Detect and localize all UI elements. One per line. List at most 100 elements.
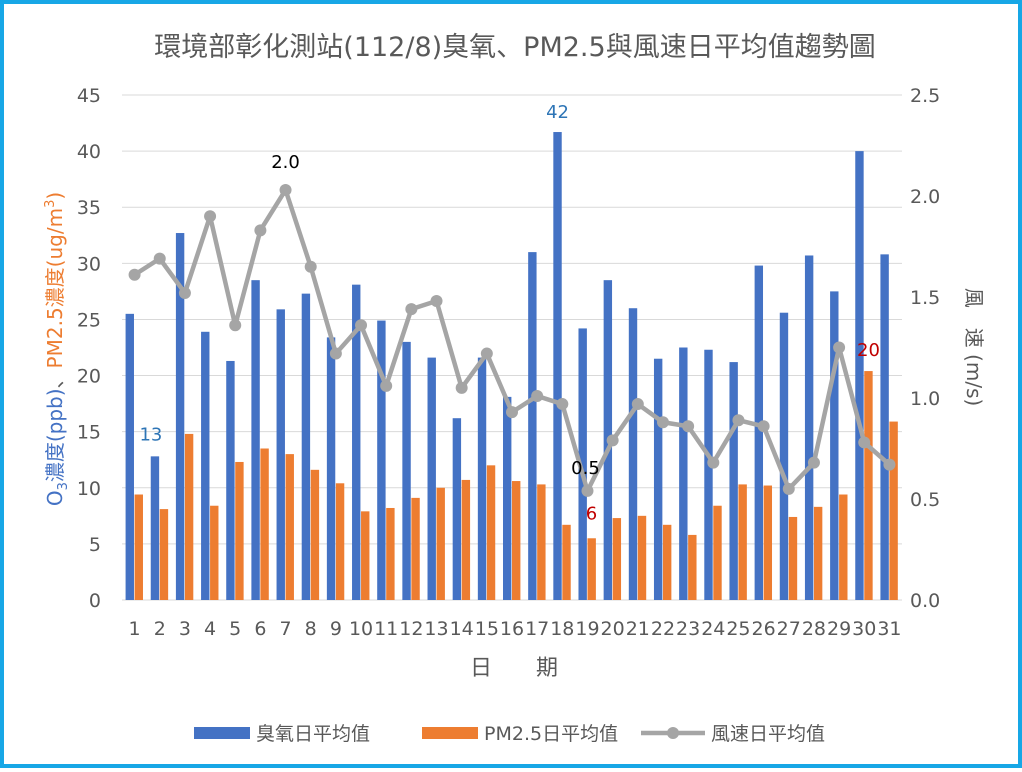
right-tick-label: 0.5 bbox=[910, 489, 940, 511]
right-tick-label: 1.5 bbox=[910, 287, 940, 309]
x-tick-label: 1 bbox=[129, 618, 141, 640]
pm25-bar bbox=[310, 469, 320, 600]
ozone-bar bbox=[804, 255, 814, 600]
pm25-bar bbox=[763, 485, 773, 600]
left-axis-label-part: 、 bbox=[43, 368, 67, 388]
pm25-bar bbox=[436, 487, 445, 600]
pm25-bar bbox=[184, 433, 194, 600]
x-tick-label: 6 bbox=[254, 618, 266, 640]
x-tick-label: 2 bbox=[154, 618, 166, 640]
x-tick-label: 17 bbox=[525, 618, 549, 640]
wind-speed-marker bbox=[581, 484, 594, 497]
ozone-bar bbox=[452, 418, 462, 600]
x-tick-label: 14 bbox=[450, 618, 474, 640]
ozone-bar bbox=[125, 313, 134, 600]
pm25-bar bbox=[813, 506, 823, 600]
right-tick-label: 2.5 bbox=[910, 85, 940, 107]
legend-label: 風速日平均值 bbox=[711, 723, 825, 745]
x-tick-label: 5 bbox=[229, 618, 241, 640]
right-tick-label: 1.0 bbox=[910, 388, 940, 410]
x-tick-label: 24 bbox=[701, 618, 725, 640]
ozone-bar bbox=[553, 132, 562, 601]
chart-title: 環境部彰化測站(112/8)臭氧、PM2.5與風速日平均值趨勢圖 bbox=[154, 32, 875, 63]
x-tick-label: 28 bbox=[802, 618, 826, 640]
ozone-bar bbox=[503, 396, 512, 600]
wind-speed-marker bbox=[858, 436, 871, 449]
left-tick-label: 10 bbox=[77, 478, 101, 500]
pm25-bar bbox=[662, 524, 672, 600]
x-tick-label: 27 bbox=[777, 618, 801, 640]
x-tick-label: 21 bbox=[626, 618, 650, 640]
ozone-bar bbox=[301, 293, 311, 600]
ozone-bar bbox=[729, 362, 738, 600]
ozone-bar bbox=[326, 337, 336, 600]
right-tick-label: 0.0 bbox=[910, 590, 940, 612]
wind-speed-marker bbox=[254, 224, 267, 237]
x-tick-label: 15 bbox=[475, 618, 499, 640]
x-tick-label: 30 bbox=[852, 618, 876, 640]
legend-label: PM2.5日平均值 bbox=[484, 723, 618, 745]
ozone-bar bbox=[251, 280, 260, 600]
wind-speed-marker bbox=[531, 389, 544, 402]
pm25-bar bbox=[512, 481, 521, 600]
ozone-bar bbox=[830, 291, 839, 600]
right-axis-label: 風 速 (m/s) bbox=[962, 288, 986, 407]
left-axis-label-part: ) bbox=[43, 192, 67, 200]
ozone-bar bbox=[352, 284, 361, 600]
pm25-bar bbox=[210, 505, 219, 600]
left-tick-label: 25 bbox=[77, 309, 101, 331]
wind-speed-marker bbox=[405, 303, 418, 316]
x-tick-label: 18 bbox=[550, 618, 574, 640]
wind-speed-marker bbox=[883, 458, 896, 471]
pm25-bar bbox=[285, 454, 294, 600]
ozone-bar bbox=[754, 265, 764, 600]
x-tick-label: 31 bbox=[877, 618, 901, 640]
ozone-bar bbox=[175, 233, 185, 601]
pm25-bar bbox=[788, 516, 798, 600]
wind-speed-polyline bbox=[132, 187, 892, 494]
data-label: 13 bbox=[139, 424, 162, 445]
wind-speed-marker bbox=[304, 260, 317, 273]
left-axis-label-part: O bbox=[43, 490, 67, 506]
data-label: 42 bbox=[546, 102, 569, 123]
combo-chart: 環境部彰化測站(112/8)臭氧、PM2.5與風速日平均值趨勢圖 0510152… bbox=[43, 32, 986, 745]
x-tick-label: 22 bbox=[651, 618, 675, 640]
wind-speed-marker bbox=[656, 416, 669, 429]
x-tick-label: 16 bbox=[500, 618, 524, 640]
pm25-bar bbox=[361, 511, 370, 600]
pm25-bar bbox=[335, 483, 345, 600]
x-tick-label: 20 bbox=[601, 618, 625, 640]
ozone-bar bbox=[855, 151, 864, 600]
x-tick-label: 3 bbox=[179, 618, 191, 640]
x-tick-label: 11 bbox=[374, 618, 398, 640]
pm25-bar bbox=[537, 484, 546, 600]
left-tick-label: 30 bbox=[77, 253, 101, 275]
ozone-bar bbox=[578, 328, 587, 600]
wind-speed-marker bbox=[732, 414, 745, 427]
right-tick-label: 2.0 bbox=[910, 186, 940, 208]
legend-swatch bbox=[422, 727, 478, 739]
left-tick-label: 35 bbox=[77, 197, 101, 219]
wind-speed-marker bbox=[682, 420, 695, 433]
ozone-bar bbox=[276, 309, 285, 600]
pm25-bar bbox=[411, 497, 420, 600]
ozone-bar bbox=[628, 308, 638, 600]
right-axis-ticks: 0.0 0.5 1.0 1.5 2.0 2.5 bbox=[910, 85, 940, 612]
left-tick-label: 45 bbox=[77, 85, 101, 107]
wind-speed-line bbox=[128, 183, 896, 497]
data-label: 20 bbox=[857, 340, 880, 361]
ozone-bar bbox=[377, 320, 386, 600]
wind-speed-marker bbox=[329, 347, 342, 360]
left-tick-label: 20 bbox=[77, 366, 101, 388]
wind-speed-marker bbox=[380, 379, 393, 392]
ozone-bar bbox=[653, 358, 663, 600]
wind-speed-marker bbox=[833, 341, 846, 354]
pm25-bar bbox=[235, 461, 244, 600]
x-tick-label: 13 bbox=[424, 618, 448, 640]
left-axis-label-part: 3 bbox=[43, 200, 58, 208]
pm25-bar bbox=[688, 534, 697, 600]
x-axis-ticks: 1 2 3 4 5 6 7 8 9 10 11 12 13 14 15 16 17 18 19 20 21 22 23 24 2… bbox=[129, 618, 902, 640]
left-tick-label: 40 bbox=[77, 141, 101, 163]
pm25-bar bbox=[260, 448, 269, 600]
